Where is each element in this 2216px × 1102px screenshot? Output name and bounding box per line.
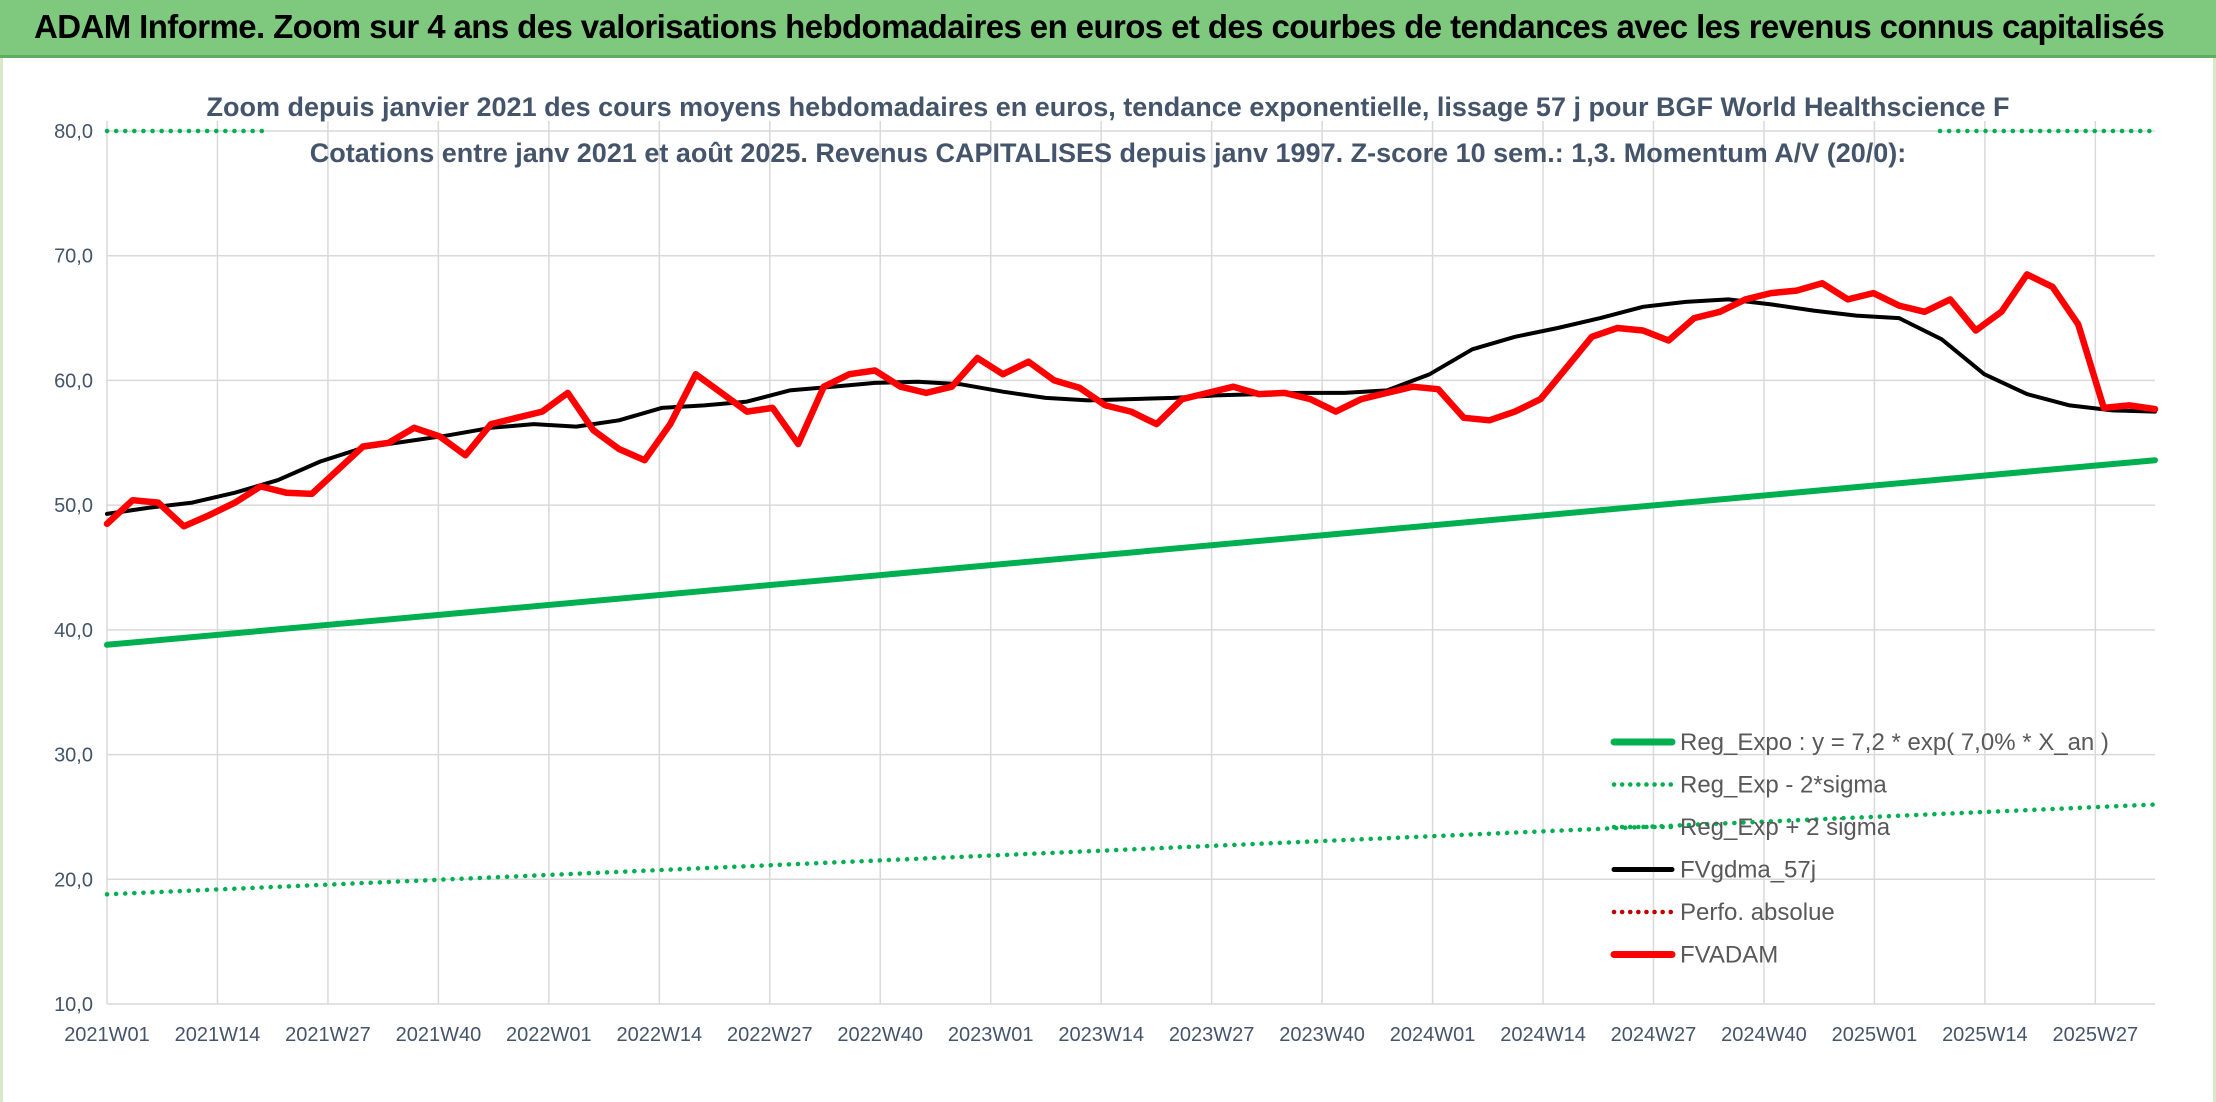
legend-label-4: Perfo. absolue: [1680, 899, 1835, 926]
legend-label-2: Reg_Exp + 2 sigma: [1680, 814, 1891, 841]
chart-series: [103, 128, 2159, 897]
x-tick-label: 2023W14: [1058, 1024, 1144, 1046]
y-tick-label: 20,0: [54, 869, 93, 891]
y-tick-label: 30,0: [54, 745, 93, 767]
x-tick-label: 2025W27: [2053, 1024, 2139, 1046]
legend-label-1: Reg_Exp - 2*sigma: [1680, 772, 1887, 799]
x-tick-label: 2023W40: [1279, 1024, 1365, 1046]
x-tick-label: 2024W40: [1721, 1024, 1807, 1046]
y-tick-label: 70,0: [54, 246, 93, 268]
y-tick-label: 60,0: [54, 370, 93, 392]
series-line-5: [103, 271, 2159, 530]
x-tick-label: 2024W01: [1390, 1024, 1476, 1046]
x-tick-label: 2022W40: [837, 1024, 923, 1046]
legend-label-3: FVgdma_57j: [1680, 857, 1816, 884]
y-tick-label: 10,0: [54, 994, 93, 1016]
chart-title: Zoom depuis janvier 2021 des cours moyen…: [206, 92, 2009, 122]
chart-grid: [106, 121, 2155, 1005]
x-tick-label: 2022W01: [506, 1024, 592, 1046]
x-tick-label: 2025W14: [1942, 1024, 2028, 1046]
chart-legend: Reg_Expo : y = 7,2 * exp( 7,0% * X_an ) R…: [1610, 729, 2109, 969]
x-tick-label: 2025W01: [1832, 1024, 1918, 1046]
chart-subtitle: Cotations entre janv 2021 et août 2025. …: [310, 138, 1907, 168]
chart-frame: [0, 58, 2216, 1102]
series-line-0: [104, 457, 2158, 648]
y-tick-label: 50,0: [54, 495, 93, 517]
y-tick-label: 80,0: [54, 121, 93, 143]
y-tick-label: 40,0: [54, 620, 93, 642]
x-tick-label: 2022W27: [727, 1024, 813, 1046]
x-tick-label: 2022W14: [617, 1024, 703, 1046]
x-tick-label: 2023W27: [1169, 1024, 1255, 1046]
legend-label-0: Reg_Expo : y = 7,2 * exp( 7,0% * X_an ): [1680, 729, 2109, 756]
x-tick-label: 2023W01: [948, 1024, 1034, 1046]
x-axis-ticks: 2021W01 2021W14 2021W27 2021W40 2022W01 2022W…: [64, 1024, 2138, 1046]
banner: ADAM Informe. Zoom sur 4 ans des valoris…: [0, 0, 2216, 58]
x-tick-label: 2024W27: [1611, 1024, 1697, 1046]
x-tick-label: 2021W01: [64, 1024, 150, 1046]
legend-label-5: FVADAM: [1680, 942, 1778, 969]
series-line-3: [105, 297, 2157, 516]
y-axis-ticks: 80,0 70,0 60,0 50,0 40,0 30,0 20,0 10,0: [54, 121, 93, 1016]
x-tick-label: 2021W27: [285, 1024, 371, 1046]
x-tick-label: 2024W14: [1500, 1024, 1586, 1046]
banner-title: ADAM Informe. Zoom sur 4 ans des valoris…: [34, 8, 2165, 45]
x-tick-label: 2021W40: [396, 1024, 482, 1046]
x-tick-label: 2021W14: [175, 1024, 261, 1046]
